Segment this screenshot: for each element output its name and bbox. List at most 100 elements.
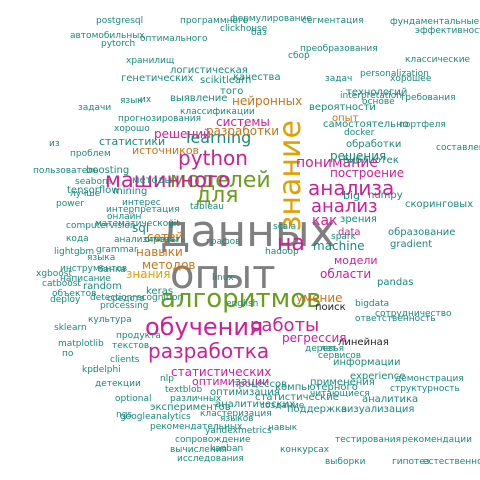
word-94: personalization	[360, 69, 429, 79]
word-54: процессов	[232, 379, 287, 390]
word-116: деревья	[305, 344, 345, 354]
word-13: на	[277, 231, 305, 256]
word-156: power	[56, 199, 84, 209]
word-127: языка	[87, 253, 116, 263]
word-32: навыки	[136, 245, 183, 259]
word-177: портфеля	[399, 120, 446, 130]
word-153: catboost	[42, 279, 81, 289]
word-174: сбор	[288, 51, 310, 61]
word-119: лет	[320, 344, 337, 354]
word-133: вычисления	[170, 445, 227, 455]
word-40: источников	[132, 144, 200, 157]
word-80: программного	[180, 16, 249, 26]
word-24: регрессия	[282, 331, 347, 345]
word-75: gradient	[390, 239, 433, 250]
word-76: визуализация	[341, 404, 415, 415]
word-91: bigdata	[355, 299, 390, 309]
word-5: моделей	[170, 168, 271, 193]
word-60: аналитических	[215, 399, 296, 410]
word-96: требования	[400, 93, 456, 103]
word-46: самостоятельно	[323, 119, 409, 130]
word-142: computervision	[66, 221, 136, 231]
word-163: git	[168, 219, 180, 229]
word-126: банка	[98, 265, 126, 275]
word-86: читающиеся	[310, 389, 370, 399]
word-113: анализировать	[114, 235, 186, 245]
word-6: машинного	[105, 168, 231, 192]
word-82: сегментация	[302, 16, 364, 26]
word-90: interpretation	[340, 91, 403, 101]
word-124: культура	[88, 315, 132, 325]
word-3: алгоритмов	[160, 284, 322, 314]
word-34: статистических	[171, 365, 272, 379]
word-17: learning	[186, 128, 252, 147]
word-139: optional	[115, 394, 152, 404]
word-167: textblob	[165, 385, 203, 395]
word-28: machine	[313, 239, 365, 253]
word-62: компьютерного	[275, 382, 358, 393]
word-147: кода	[66, 234, 89, 244]
word-74: pandas	[377, 277, 414, 288]
word-39: поиск	[315, 302, 346, 313]
word-85: оптимального	[140, 34, 208, 44]
word-164: linux	[212, 273, 234, 283]
word-161: scala	[273, 222, 297, 232]
word-131: гипотез	[392, 457, 430, 467]
word-66: логистическая	[170, 65, 248, 76]
word-11: разработка	[148, 339, 270, 363]
word-45: tensorflow	[67, 185, 120, 196]
word-181: онлайн	[107, 212, 142, 222]
word-101: детекции	[95, 379, 141, 389]
word-160: spark	[331, 232, 356, 242]
word-1: опыт	[170, 252, 276, 298]
word-29: sql	[132, 221, 150, 235]
word-49: обработки	[346, 139, 402, 150]
word-21: разработки	[206, 124, 280, 138]
word-73: random	[83, 281, 122, 292]
word-100: рекомендательных	[150, 422, 243, 432]
word-72: keras	[146, 286, 174, 297]
word-130: выборки	[325, 457, 366, 467]
word-180: лучше	[70, 189, 101, 199]
word-56: линейная	[338, 337, 389, 348]
word-44: boosting	[86, 165, 130, 176]
word-18: системы	[216, 115, 270, 129]
word-2: знание	[273, 120, 308, 232]
word-36: data	[338, 227, 361, 238]
word-55: experience	[350, 371, 406, 382]
word-20: решений	[154, 127, 211, 141]
word-68: того	[220, 86, 244, 97]
word-176: основе	[362, 97, 395, 107]
word-145: detectionrecognition	[90, 293, 184, 303]
word-61: поддержка	[287, 404, 348, 415]
word-149: написание	[60, 274, 111, 284]
word-33: знания	[126, 267, 171, 281]
word-114: создание	[260, 401, 305, 411]
word-155: seaborn	[75, 177, 112, 187]
word-111: интерес	[122, 198, 161, 208]
word-37: big	[343, 189, 361, 202]
word-168: ngs	[116, 410, 133, 420]
word-179: пользователь	[33, 166, 99, 176]
word-112: математической	[95, 219, 175, 229]
word-7: python	[178, 146, 248, 170]
word-117: сервисов	[318, 351, 362, 361]
word-78: clickhouse	[220, 24, 268, 34]
word-162: docker	[344, 128, 375, 138]
word-14: как	[312, 213, 338, 229]
word-150: sklearn	[54, 323, 87, 333]
word-132: естественного	[423, 457, 480, 467]
word-59: оптимизация	[210, 387, 280, 398]
word-140: clients	[110, 355, 140, 365]
word-26: умение	[296, 291, 343, 305]
word-16: построение	[330, 166, 405, 180]
word-81: формулирование	[230, 14, 312, 24]
word-67: качества	[233, 72, 281, 83]
word-19: решения	[330, 149, 387, 163]
word-105: прогнозирования	[118, 114, 202, 124]
word-65: генетических	[121, 73, 194, 84]
word-93: ответственность	[355, 314, 436, 324]
word-104: классификации	[180, 107, 255, 117]
word-148: инструментов	[60, 264, 128, 274]
word-52: скоринговых	[405, 199, 474, 210]
